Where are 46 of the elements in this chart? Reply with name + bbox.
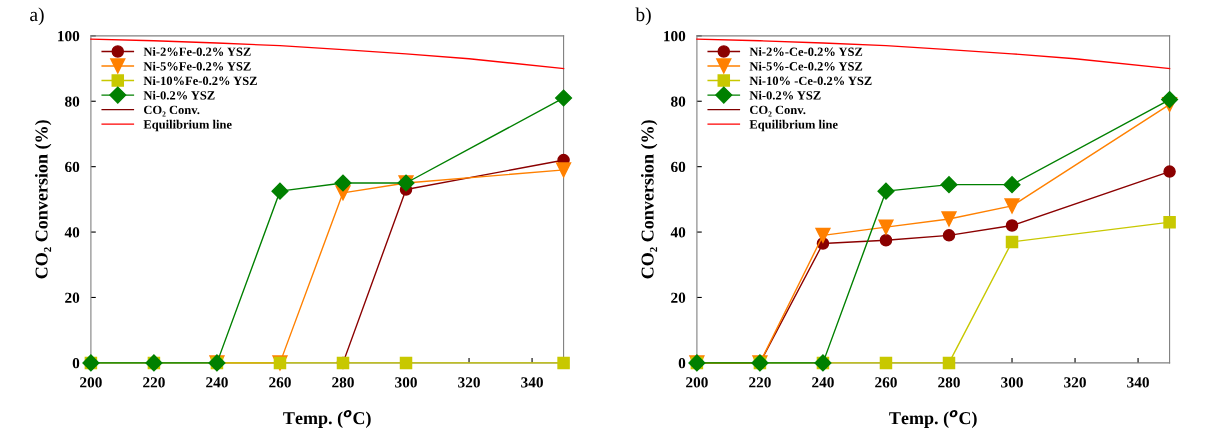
y-tick-label: 40: [64, 227, 80, 238]
chart-title: a): [30, 7, 44, 26]
legend-label: Equilibrium line: [143, 119, 232, 132]
legend-label: Ni-0.2% YSZ: [749, 90, 821, 100]
y-tick-label: 0: [678, 358, 686, 369]
y-tick-label: 20: [671, 292, 686, 303]
x-tick-label: 260: [269, 377, 291, 388]
x-tick-label: 300: [1001, 377, 1023, 388]
y-tick-label: 80: [671, 96, 686, 107]
legend-label: CO₂ Conv.: [750, 105, 806, 117]
legend-label: Ni-10% -Ce-0.2% YSZ: [749, 76, 872, 86]
x-tick-label: 220: [143, 377, 165, 388]
chart-title: b): [635, 7, 651, 26]
x-tick-label: 340: [1127, 377, 1149, 388]
y-tick-label: 20: [65, 292, 80, 303]
y-axis-title: CO₂ Conversion (%): [34, 120, 52, 279]
legend-label: Ni-2%Fe-0.2% YSZ: [143, 47, 251, 57]
legend-label: Ni-0.2% YSZ: [143, 90, 215, 100]
x-tick-label: 300: [395, 377, 417, 388]
x-tick-label: 240: [206, 377, 228, 388]
y-tick-label: 100: [58, 30, 80, 42]
x-axis-title: Temp. ($^{o}$C): [283, 410, 371, 428]
legend-label: Ni-5%-Ce-0.2% YSZ: [749, 61, 863, 71]
legend-label: CO₂ Conv.: [144, 105, 200, 117]
y-tick-label: 100: [664, 30, 686, 42]
x-tick-label: 200: [80, 377, 102, 388]
x-tick-label: 220: [749, 377, 771, 388]
x-tick-label: 260: [875, 377, 897, 388]
x-tick-label: 340: [521, 377, 543, 388]
x-tick-label: 320: [458, 377, 480, 388]
legend-label: Ni-10%Fe-0.2% YSZ: [143, 76, 257, 86]
y-tick-label: 80: [65, 96, 80, 107]
legend-label: Ni-5%Fe-0.2% YSZ: [143, 61, 251, 71]
x-tick-label: 280: [332, 377, 354, 388]
x-tick-label: 320: [1064, 377, 1086, 388]
x-tick-label: 280: [938, 377, 960, 388]
y-tick-label: 40: [670, 227, 686, 238]
y-tick-label: 60: [671, 161, 686, 173]
x-axis-title: Temp. ($^{o}$C): [889, 410, 977, 428]
y-axis-title: CO₂ Conversion (%): [640, 120, 658, 279]
x-tick-label: 240: [812, 377, 834, 388]
legend-label: Equilibrium line: [749, 119, 838, 132]
y-tick-label: 60: [65, 161, 80, 173]
x-tick-label: 200: [686, 377, 708, 388]
legend-label: Ni-2%-Ce-0.2% YSZ: [749, 47, 863, 57]
y-tick-label: 0: [72, 358, 80, 369]
